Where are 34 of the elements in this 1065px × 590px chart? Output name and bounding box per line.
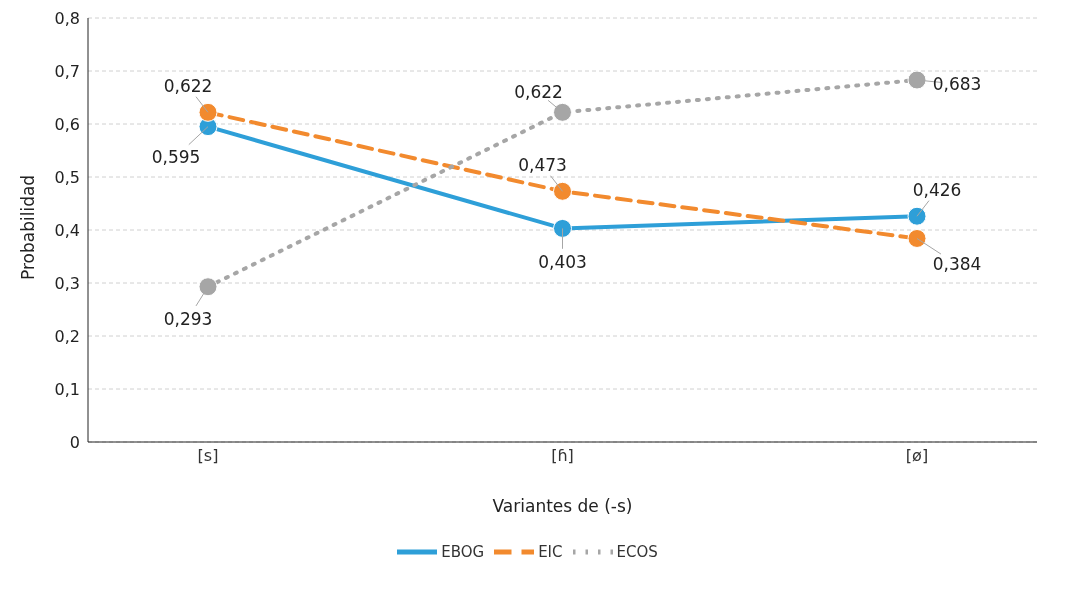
legend-label: EBOG [441,542,485,561]
point [907,228,927,248]
data-label: 0,403 [538,252,587,273]
point [198,277,218,297]
point [907,70,927,90]
data-label: 0,622 [163,76,213,97]
point [553,102,572,122]
y-tick-label: 0,2 [54,326,80,346]
data-label: 0,595 [151,146,201,167]
data-label: 0,293 [163,308,213,329]
data-label: 0,622 [514,82,563,103]
legend-label: EIC [538,542,563,561]
data-label: 0,683 [932,74,982,95]
point [553,181,572,201]
data-label: 0,426 [912,180,962,201]
x-axis-title: Variantes de (-s) [492,496,633,516]
x-tick-label: [ø] [905,446,929,466]
x-tick-label: [s] [197,446,219,466]
y-tick-label: 0,6 [54,114,80,134]
y-tick-label: 0,7 [54,61,80,81]
y-tick-label: 0,1 [54,379,80,399]
y-tick-label: 0,3 [54,273,80,293]
point [198,102,218,122]
y-tick-label: 0,5 [54,167,80,187]
x-tick-label: [ɦ] [551,446,574,466]
data-label: 0,384 [932,254,982,275]
point [907,206,927,226]
y-tick-label: 0 [69,432,80,452]
point [553,218,572,238]
y-tick-label: 0,8 [54,8,80,28]
data-label: 0,473 [518,155,567,176]
y-axis-title: Probabilidad [18,174,39,280]
y-tick-label: 0,4 [54,220,80,240]
legend-label: ECOS [616,542,658,561]
